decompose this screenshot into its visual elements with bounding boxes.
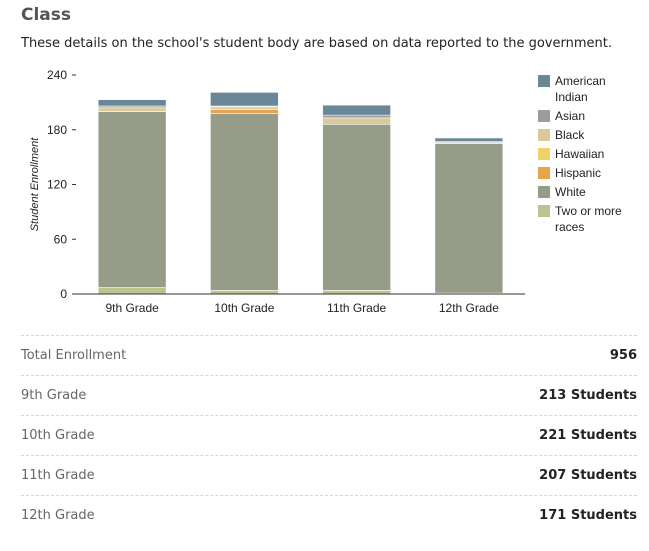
legend-label: American Indian bbox=[555, 74, 606, 104]
y-tick-label: 60 bbox=[54, 232, 68, 246]
bar-segment bbox=[210, 290, 279, 295]
summary-label: 10th Grade bbox=[21, 428, 95, 443]
bar-segment bbox=[97, 287, 167, 295]
legend-label: White bbox=[555, 185, 586, 199]
legend-swatch bbox=[538, 167, 550, 179]
summary-row-total: Total Enrollment 956 bbox=[21, 335, 637, 375]
y-tick-label: 240 bbox=[47, 68, 67, 82]
y-axis-title: Student Enrollment bbox=[29, 137, 41, 231]
enrollment-summary: Total Enrollment 956 9th Grade 213 Stude… bbox=[21, 335, 637, 535]
summary-label: 9th Grade bbox=[21, 388, 87, 403]
bar-segment bbox=[210, 92, 279, 107]
bar-segment bbox=[434, 137, 504, 142]
summary-value: 171 Students bbox=[539, 508, 637, 523]
summary-row-grade-10: 10th Grade 221 Students bbox=[21, 415, 637, 455]
bar-segment bbox=[322, 290, 391, 295]
y-tick-label: 180 bbox=[47, 123, 67, 137]
bar-segment bbox=[97, 111, 167, 288]
bar-segment bbox=[322, 104, 391, 116]
bar-segment bbox=[434, 143, 504, 294]
legend-label: Hawaiian bbox=[555, 147, 604, 161]
x-tick-label: 12th Grade bbox=[439, 301, 499, 315]
x-tick-label: 11th Grade bbox=[327, 301, 386, 315]
summary-value: 221 Students bbox=[539, 428, 637, 443]
bar-segment bbox=[210, 113, 279, 291]
legend-label: Asian bbox=[555, 109, 585, 123]
legend-label: Two or more races bbox=[555, 204, 622, 234]
legend-swatch bbox=[538, 148, 550, 160]
bar-segment bbox=[97, 107, 167, 112]
legend-swatch bbox=[538, 186, 550, 198]
summary-row-grade-9: 9th Grade 213 Students bbox=[21, 375, 637, 415]
y-tick-label: 120 bbox=[47, 178, 67, 192]
x-tick-label: 9th Grade bbox=[105, 301, 159, 315]
summary-label: 12th Grade bbox=[21, 508, 95, 523]
legend-label: Black bbox=[555, 128, 585, 142]
summary-value: 213 Students bbox=[539, 388, 637, 403]
bar-segment bbox=[322, 123, 391, 291]
summary-row-grade-11: 11th Grade 207 Students bbox=[21, 455, 637, 495]
bar-segment bbox=[97, 99, 167, 107]
section-subtitle: These details on the school's student bo… bbox=[21, 36, 612, 51]
bar-segment bbox=[210, 109, 279, 114]
summary-label: Total Enrollment bbox=[21, 348, 127, 363]
summary-value: 207 Students bbox=[539, 468, 637, 483]
bar-segment bbox=[210, 106, 279, 110]
bar-segment bbox=[322, 117, 391, 125]
x-tick-label: 10th Grade bbox=[214, 301, 274, 315]
summary-row-grade-12: 12th Grade 171 Students bbox=[21, 495, 637, 535]
summary-value: 956 bbox=[609, 348, 637, 363]
legend-swatch bbox=[538, 110, 550, 122]
summary-label: 11th Grade bbox=[21, 468, 95, 483]
legend-swatch bbox=[538, 205, 550, 217]
y-tick-label: 0 bbox=[60, 287, 67, 301]
legend-label: Hispanic bbox=[555, 166, 601, 180]
enrollment-stacked-bar-chart: 0 60 120 180 240 Student Enrollment 9th Grade 1… bbox=[29, 68, 622, 315]
legend-swatch bbox=[538, 129, 550, 141]
section-title: Class bbox=[21, 5, 72, 25]
bar-segment bbox=[322, 114, 391, 119]
legend-swatch bbox=[538, 75, 550, 87]
